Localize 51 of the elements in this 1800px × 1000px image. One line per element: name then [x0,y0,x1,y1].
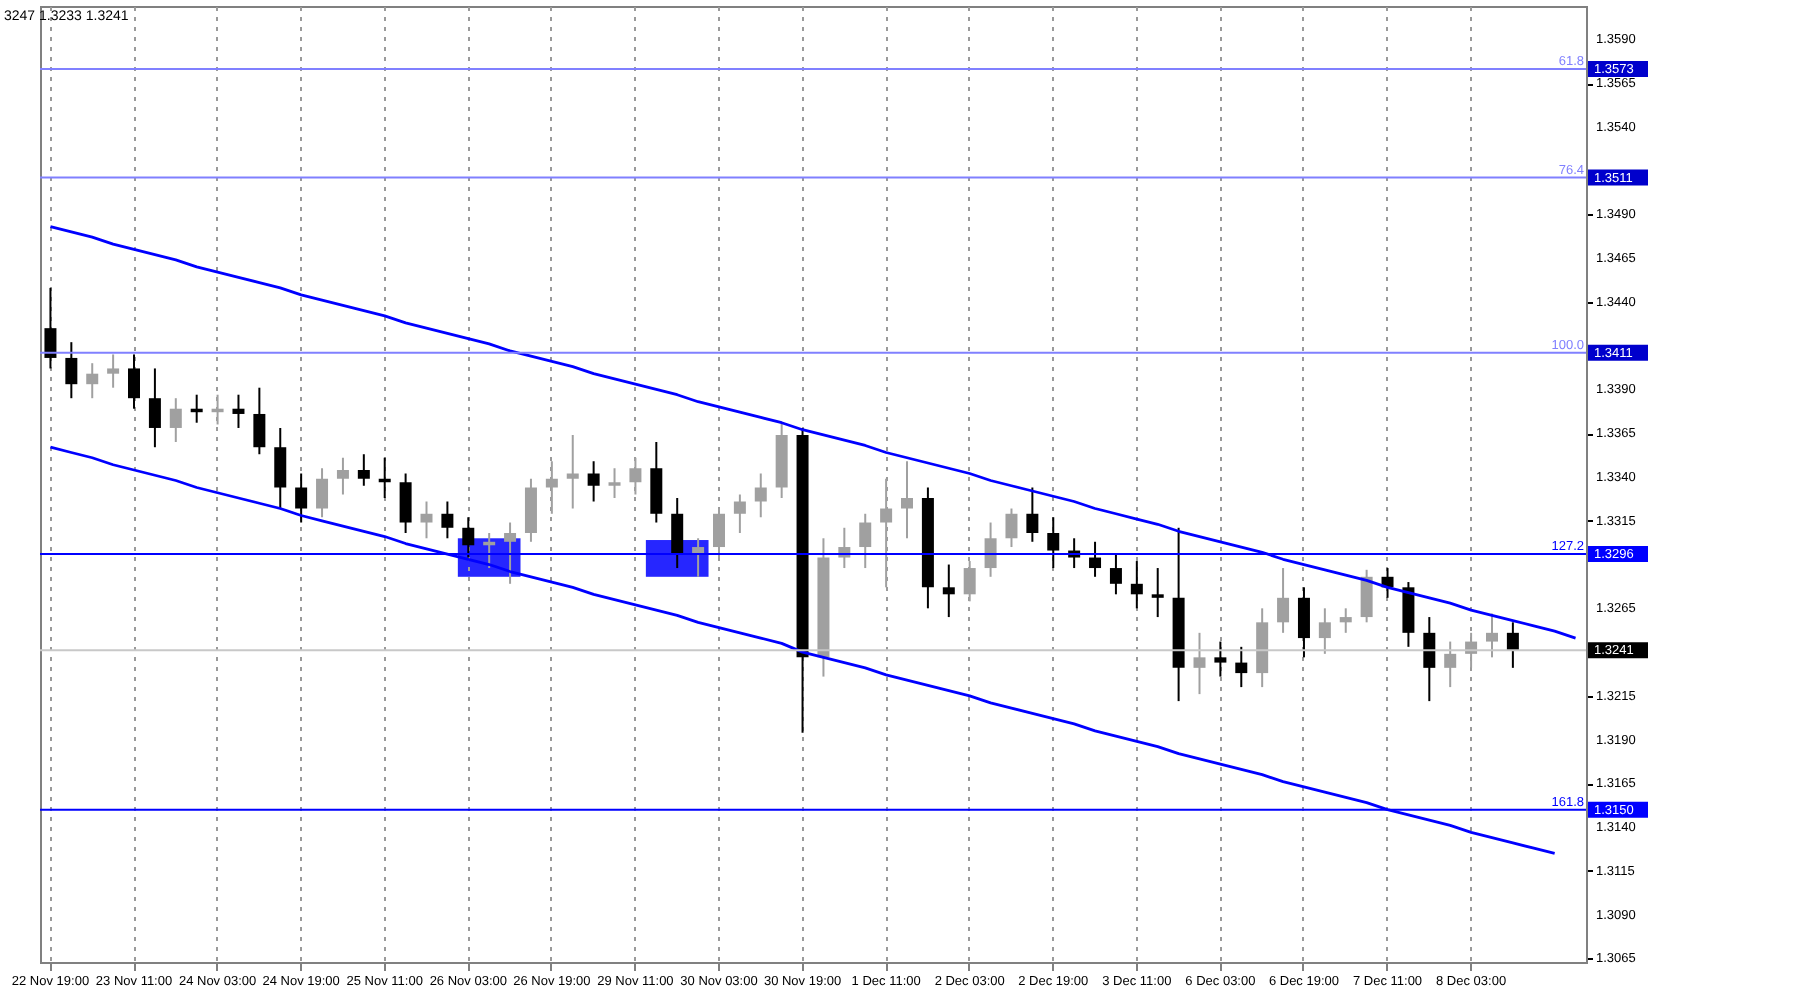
candlestick [901,460,914,540]
candlestick [1109,553,1122,596]
candlestick [1193,631,1206,696]
candlestick [859,512,872,570]
candlestick [587,460,600,503]
candlestick [441,500,454,540]
candlestick [274,426,287,510]
candlestick [1047,516,1060,570]
candlestick [232,393,245,429]
candlestick [44,286,57,370]
candlestick [462,516,475,559]
candlestick [650,440,663,524]
candlestick [671,497,684,570]
candlestick [1297,586,1310,659]
candlestick [169,397,182,443]
candlestick [566,433,579,510]
candlestick [1214,640,1227,678]
candlestick [1277,567,1290,634]
candlestick [1402,581,1415,648]
candlestick [942,563,955,619]
candlestick [128,353,141,410]
candlestick [399,472,412,535]
candlestick [1360,568,1373,624]
candlestick [357,453,370,487]
candlestick [420,500,433,540]
candlestick [504,521,517,585]
candlestick [1444,640,1457,689]
candlestick [316,467,329,519]
candlestick [1423,616,1436,703]
candlestick [524,477,537,543]
candlestick [1318,607,1331,655]
candlestick [1026,486,1039,543]
candlestick [1339,607,1352,634]
candlestick [1151,567,1164,619]
candlestick [253,386,266,456]
candlestick [608,467,621,500]
candlestick [1005,507,1018,549]
candlestick [1089,540,1102,578]
candlestick [86,362,99,400]
candlestick [148,367,161,449]
candlestick [107,353,120,389]
candlestick [295,472,308,524]
candlestick [984,521,997,578]
candlestick [733,493,746,535]
candlestick [1506,621,1519,669]
candlestick [1235,645,1248,689]
candlestick [65,341,78,400]
candlestick [1130,560,1143,610]
candlestick [336,456,349,496]
candlestick [754,472,767,519]
candlestick [1485,612,1498,659]
